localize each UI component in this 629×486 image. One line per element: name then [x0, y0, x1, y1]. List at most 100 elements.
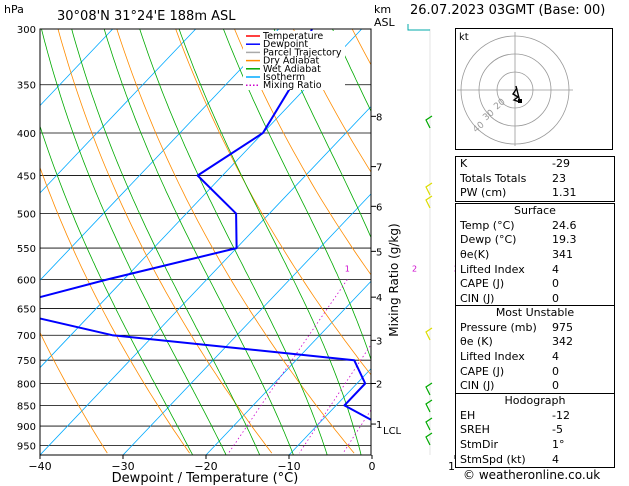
pressure-tick-label: 450 — [17, 172, 36, 183]
hodograph: kt 40 30 20 — [455, 28, 613, 150]
row-label: SREH — [460, 423, 490, 437]
row-label: θe (K) — [460, 335, 493, 349]
wet-adiabat — [139, 29, 328, 455]
temperature-tick-label: −40 — [28, 460, 51, 473]
wet-adiabat — [103, 29, 294, 455]
indices-table: K -29 Totals Totals 23 PW (cm) 1.31 — [455, 156, 615, 203]
row-label: CIN (J) — [460, 292, 495, 306]
pressure-tick-label: 750 — [17, 356, 36, 367]
table-row: StmDir 1° — [456, 438, 614, 453]
row-value: 341 — [552, 248, 573, 262]
hodograph-unit-label: kt — [459, 32, 469, 43]
pressure-tick-label: 850 — [17, 401, 36, 412]
temperature-tick-label: 10 — [448, 460, 455, 473]
isotherm — [288, 368, 371, 455]
km-tick-label: 1 — [376, 420, 382, 431]
parcel-trajectory-line — [412, 29, 456, 455]
table-row: Totals Totals 23 — [456, 172, 614, 187]
table-row: CAPE (J) 0 — [456, 277, 614, 292]
table-row: Pressure (mb) 975 — [456, 321, 614, 336]
mixing-ratio-label: 1 — [345, 265, 350, 274]
wind-barb — [425, 382, 433, 396]
temperature-tick-label: −30 — [111, 460, 134, 473]
km-tick-label: 4 — [376, 293, 382, 304]
row-label: Dewp (°C) — [460, 233, 517, 247]
pressure-tick-label: 550 — [17, 244, 36, 255]
isotherm — [122, 193, 371, 455]
xlabel: Dewpoint / Temperature (°C) — [112, 471, 299, 486]
row-value: 0 — [552, 364, 559, 378]
row-value: -12 — [552, 408, 570, 422]
wind-barb — [425, 195, 433, 209]
row-value: 24.6 — [552, 218, 577, 232]
wind-barb — [425, 115, 433, 129]
km-tick-label: 8 — [376, 112, 382, 123]
isotherm — [0, 29, 30, 455]
km-tick-label: 3 — [376, 336, 382, 347]
most-unstable-title: Most Unstable — [495, 306, 575, 319]
dewpoint-line — [40, 29, 371, 421]
row-value: -29 — [552, 157, 570, 170]
title-location: 30°08'N 31°24'E 188m ASL — [57, 9, 236, 24]
hodograph-table-title: Hodograph — [504, 394, 566, 407]
ylabel-km: km — [374, 3, 391, 16]
copyright-footer: © weatheronline.co.uk — [463, 468, 601, 482]
plot-frame — [39, 28, 372, 456]
mixing-ratio-label: 2 — [412, 265, 417, 274]
ylabel-asl: ASL — [374, 16, 396, 29]
row-label: Lifted Index — [460, 262, 525, 276]
pressure-tick-label: 350 — [17, 81, 36, 92]
table-row: Lifted Index 4 — [456, 263, 614, 278]
row-value: 342 — [552, 335, 573, 349]
wet-adiabat — [41, 29, 227, 455]
isotherm — [40, 29, 196, 194]
wet-adiabat — [71, 29, 261, 455]
forecast-date: 26.07.2023 03GMT (Base: 00) — [410, 3, 606, 18]
legend-entry: Mixing Ratio — [263, 80, 322, 91]
table-row: Temp (°C) 24.6 — [456, 219, 614, 234]
wet-adiabat — [178, 29, 362, 455]
table-row: Dewp (°C) 19.3 — [456, 233, 614, 248]
isotherm — [40, 29, 362, 369]
wind-barb — [425, 417, 433, 431]
isotherm — [40, 29, 113, 107]
pressure-tick-label: 300 — [17, 25, 36, 36]
temperature-tick-label: −10 — [277, 460, 300, 473]
legend-entry: Dry Adiabat — [263, 56, 320, 67]
row-value: 1.31 — [552, 186, 577, 200]
row-label: Pressure (mb) — [460, 320, 537, 334]
table-row: θe(K) 341 — [456, 248, 614, 263]
row-label: Totals Totals — [460, 171, 527, 185]
temperature-tick-label: −20 — [194, 460, 217, 473]
wind-barb — [425, 182, 433, 196]
pressure-tick-label: 900 — [17, 422, 36, 433]
legend-entry: Wet Adiabat — [263, 64, 321, 75]
km-tick-label: 6 — [376, 202, 382, 213]
ylabel-hpa: hPa — [4, 3, 24, 16]
skewt-chart: hPa 30°08'N 31°24'E 188m ASL km ASL 1 2 3 4… — [0, 3, 456, 486]
row-value: 4 — [552, 350, 559, 364]
wet-adiabat — [223, 29, 371, 361]
hodograph-storm-marker — [518, 99, 522, 103]
row-label: Lifted Index — [460, 350, 525, 364]
row-value: -5 — [552, 423, 563, 437]
pressure-tick-label: 950 — [17, 442, 36, 453]
dry-adiabat — [293, 29, 371, 173]
legend-entry: Dewpoint — [263, 39, 308, 50]
legend-entry: Temperature — [262, 31, 323, 42]
pressure-tick-label: 400 — [17, 129, 36, 140]
temperature-tick-label: 0 — [369, 460, 376, 473]
row-value: 0 — [552, 292, 559, 306]
row-value: 4 — [552, 262, 559, 276]
table-row: Lifted Index 4 — [456, 350, 614, 365]
table-row: θe (K) 342 — [456, 335, 614, 350]
row-label: CAPE (J) — [460, 364, 505, 378]
pressure-tick-label: 650 — [17, 304, 36, 315]
isotherm — [40, 105, 371, 455]
wet-adiabat — [273, 29, 371, 239]
pressure-tick-label: 800 — [17, 380, 36, 391]
table-row: CIN (J) 0 — [456, 379, 614, 394]
pressure-tick-label: 700 — [17, 331, 36, 342]
row-label: StmDir — [460, 438, 499, 452]
